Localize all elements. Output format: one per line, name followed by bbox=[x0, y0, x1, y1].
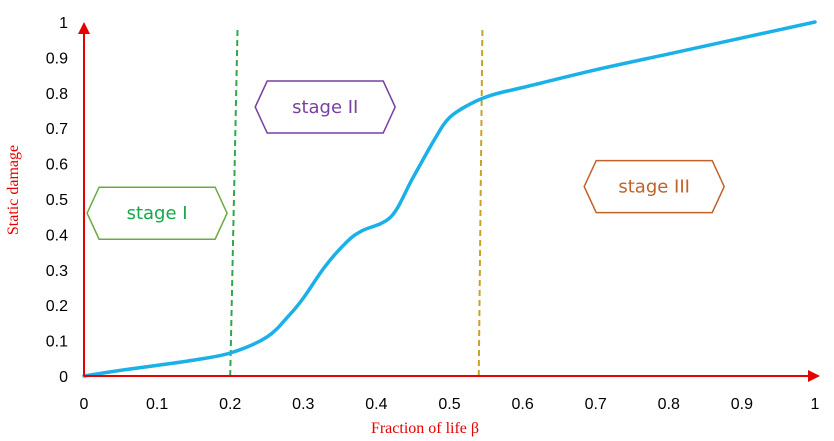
y-tick-label: 1 bbox=[59, 15, 68, 32]
y-axis-arrow bbox=[78, 22, 90, 34]
x-axis-title: Fraction of life β bbox=[371, 420, 479, 437]
stage-boundary-line bbox=[229, 29, 239, 377]
y-tick-label: 0.1 bbox=[46, 334, 68, 351]
x-tick-label: 0.1 bbox=[146, 396, 168, 413]
stage-label-box bbox=[583, 159, 726, 214]
x-tick-label: 0.9 bbox=[731, 396, 753, 413]
stage-label-box bbox=[86, 186, 228, 240]
x-tick-label: 1 bbox=[811, 396, 820, 413]
x-tick-label: 0.5 bbox=[438, 396, 460, 413]
x-tick-label: 0.8 bbox=[658, 396, 680, 413]
y-tick-label: 0.5 bbox=[46, 192, 68, 209]
x-tick-label: 0.7 bbox=[585, 396, 607, 413]
stage-label-text: stage II bbox=[292, 97, 358, 118]
damage-curve bbox=[82, 20, 817, 378]
y-tick-label: 0 bbox=[59, 369, 68, 386]
x-tick-label: 0.2 bbox=[219, 396, 241, 413]
x-tick-label: 0 bbox=[80, 396, 89, 413]
y-tick-label: 0.8 bbox=[46, 86, 68, 103]
stage-label-text: stage I bbox=[127, 203, 188, 224]
stage-label-box bbox=[254, 80, 397, 134]
stage-boundary-line bbox=[477, 29, 484, 377]
y-tick-label: 0.4 bbox=[46, 227, 68, 244]
x-axis-arrow bbox=[808, 370, 820, 382]
y-tick-label: 0.3 bbox=[46, 263, 68, 280]
y-tick-label: 0.7 bbox=[46, 121, 68, 138]
y-tick-label: 0.9 bbox=[46, 50, 68, 67]
y-tick-label: 0.2 bbox=[46, 298, 68, 315]
x-tick-label: 0.3 bbox=[292, 396, 314, 413]
y-tick-label: 0.6 bbox=[46, 157, 68, 174]
stage-label-text: stage III bbox=[618, 177, 690, 198]
y-axis-title: Static damage bbox=[5, 145, 22, 235]
x-tick-label: 0.6 bbox=[511, 396, 533, 413]
x-tick-label: 0.4 bbox=[365, 396, 387, 413]
